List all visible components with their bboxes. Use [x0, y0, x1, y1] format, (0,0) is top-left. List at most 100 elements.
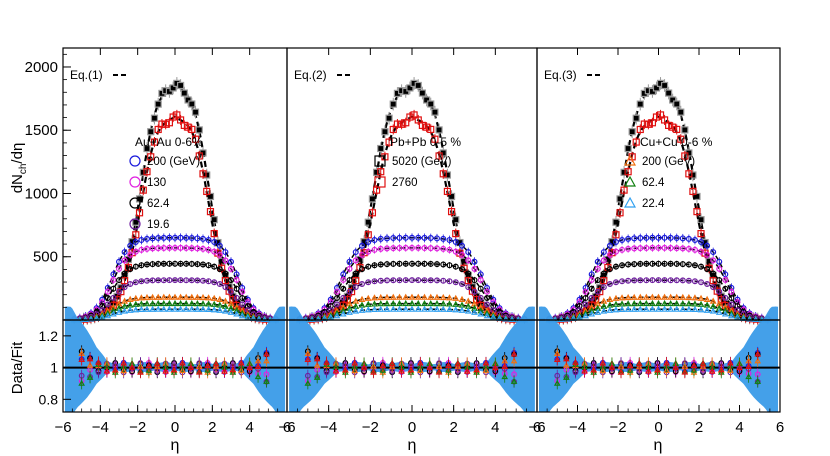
data-point-lower	[98, 313, 106, 320]
data-point-lower	[728, 294, 735, 301]
data-point-lower	[612, 306, 620, 313]
data-point-upper	[713, 287, 721, 295]
data-point-lower	[606, 242, 613, 249]
data-point-lower	[402, 305, 410, 312]
data-point-lower	[703, 295, 711, 302]
data-point-lower	[440, 261, 447, 268]
data-point-upper	[418, 121, 427, 130]
data-point-upper	[368, 209, 377, 217]
data-point-upper	[447, 208, 456, 216]
panels: Eq.(1)Au+Au 0-6%200 (GeV)13062.419.6Eq.(…	[62, 47, 781, 413]
data-point-lower	[685, 277, 692, 284]
data-point-lower	[221, 307, 229, 314]
x-tick-label: 0	[171, 419, 179, 436]
data-point-upper	[709, 277, 717, 285]
data-point-lower	[484, 301, 491, 308]
data-point-lower	[384, 277, 391, 284]
ratio-point	[254, 362, 262, 369]
data-point-lower	[427, 293, 435, 300]
data-point-lower	[661, 293, 668, 300]
data-point-upper	[632, 114, 640, 122]
data-point-lower	[233, 310, 241, 317]
data-point-upper	[154, 125, 162, 134]
ratio-point	[501, 362, 509, 369]
data-point-lower	[172, 260, 179, 267]
data-point-lower	[477, 294, 484, 301]
data-point-upper	[620, 186, 628, 194]
data-point-lower	[177, 260, 184, 267]
data-point-upper	[191, 135, 200, 143]
data-point-lower	[409, 234, 416, 241]
data-point-lower	[396, 305, 403, 312]
data-point-upper	[364, 218, 372, 226]
data-point-lower	[502, 315, 510, 322]
data-point-lower	[364, 294, 372, 301]
data-point-lower	[434, 245, 441, 252]
eq-label: Eq.(2)	[294, 68, 327, 82]
ratio-point	[145, 362, 153, 369]
ratio-point	[398, 367, 405, 374]
data-point-upper	[150, 114, 159, 122]
data-point-lower	[115, 258, 122, 265]
data-point-lower	[484, 294, 491, 301]
data-point-upper	[377, 144, 385, 153]
ratio-point	[212, 360, 220, 367]
data-point-upper	[673, 125, 681, 134]
data-point-lower	[716, 258, 723, 265]
data-point-lower	[679, 305, 687, 312]
data-point-lower	[414, 299, 422, 307]
data-point-lower	[138, 262, 145, 269]
data-point-lower	[691, 237, 698, 244]
data-point-lower	[459, 281, 466, 288]
data-point-lower	[465, 270, 472, 277]
data-point-upper	[427, 100, 435, 108]
data-point-lower	[121, 249, 128, 256]
data-point-upper	[693, 208, 701, 216]
data-point-lower	[402, 260, 409, 267]
ratio-point	[754, 350, 762, 357]
data-point-lower	[600, 249, 607, 256]
data-point-lower	[594, 265, 601, 272]
data-point-lower	[172, 244, 179, 251]
data-point-lower	[222, 284, 229, 291]
data-point-lower	[667, 277, 674, 284]
ylabel-top-main: dN	[9, 174, 26, 193]
data-point-lower	[414, 293, 422, 300]
data-point-lower	[691, 246, 698, 253]
data-point-lower	[606, 251, 613, 258]
data-point-upper	[435, 126, 443, 134]
data-point-lower	[734, 313, 741, 320]
data-point-lower	[594, 258, 601, 265]
data-point-lower	[172, 234, 179, 241]
data-point-upper	[158, 120, 166, 128]
legend-label: 200 (GeV)	[147, 156, 200, 168]
ratio-point	[426, 363, 434, 370]
data-point-lower	[396, 293, 403, 300]
data-point-upper	[636, 125, 644, 134]
data-point-lower	[132, 248, 139, 255]
data-point-lower	[667, 293, 675, 300]
data-point-lower	[352, 257, 359, 264]
data-point-lower	[171, 293, 179, 300]
system-label: Cu+Cu 0-6 %	[640, 135, 713, 149]
data-point-upper	[697, 216, 705, 224]
data-point-lower	[703, 306, 711, 313]
data-point-lower	[340, 294, 347, 301]
data-point-lower	[716, 277, 723, 284]
data-point-upper	[431, 135, 439, 143]
data-point-lower	[415, 277, 422, 284]
ratio-point	[103, 367, 111, 374]
data-point-lower	[636, 299, 644, 307]
data-point-upper	[452, 229, 460, 238]
fit-curve-lower	[64, 262, 286, 321]
data-point-lower	[166, 277, 173, 284]
data-point-lower	[371, 278, 378, 285]
data-point-lower	[177, 293, 185, 300]
data-point-lower	[427, 277, 434, 284]
data-point-lower	[390, 235, 397, 242]
data-point-lower	[433, 300, 441, 307]
data-point-lower	[194, 261, 201, 268]
data-point-lower	[182, 299, 190, 307]
data-point-upper	[188, 125, 196, 134]
ratio-point	[553, 379, 561, 386]
